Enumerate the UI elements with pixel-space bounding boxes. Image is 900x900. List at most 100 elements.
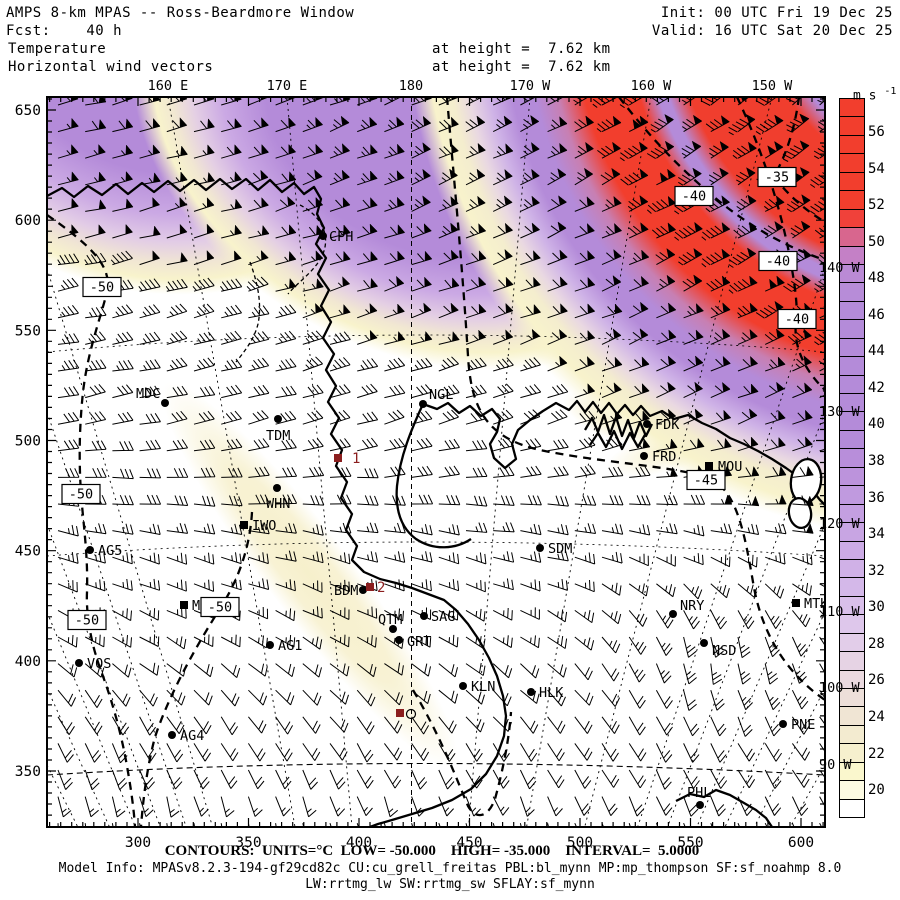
station-label: SDM <box>548 541 572 557</box>
field-2-name: Horizontal wind vectors <box>8 59 214 75</box>
station-dot <box>359 586 367 594</box>
colorbar-cell <box>840 319 864 338</box>
station-label: CPH <box>329 229 353 245</box>
waypoint-markers: 12 <box>334 451 404 717</box>
colorbar-cell <box>840 540 864 559</box>
field-2-height: at height = 7.62 km <box>432 59 611 75</box>
waypoint-label: 1 <box>352 451 360 467</box>
station-dot <box>266 641 274 649</box>
x-tick-label: 550 <box>677 835 703 851</box>
colorbar-tick-label: 40 <box>868 416 885 432</box>
x-tick-label: 600 <box>788 835 814 851</box>
station-dot <box>536 544 544 552</box>
top-longitude-label: 170 W <box>510 78 552 94</box>
colorbar-tick-label: 26 <box>868 672 885 688</box>
colorbar-tick-label: 48 <box>868 270 885 286</box>
wind-barbs <box>57 97 825 827</box>
station-dot <box>527 688 535 696</box>
station-open-circle <box>405 708 417 720</box>
station-dot <box>669 610 677 618</box>
station-dot <box>459 682 467 690</box>
colorbar-cell <box>840 724 864 744</box>
waypoint-dot <box>396 709 404 717</box>
station-dot <box>419 400 427 408</box>
station-label: BDM <box>334 583 358 599</box>
right-longitude-label: 90 W <box>819 757 852 773</box>
svg-text:-50: -50 <box>75 613 99 629</box>
svg-text:-50: -50 <box>69 487 93 503</box>
x-tick-label: 350 <box>235 835 261 851</box>
station-dot <box>274 415 282 423</box>
station-dot <box>705 462 713 470</box>
station-label: VQS <box>87 656 111 672</box>
right-longitude-label: 120 W <box>819 516 861 532</box>
station-dot <box>168 731 176 739</box>
right-longitude-label: 110 W <box>819 604 861 620</box>
colorbar-cell <box>840 227 864 246</box>
station-dot <box>420 612 428 620</box>
colorbar-cell <box>840 706 864 725</box>
coastlines <box>47 177 825 827</box>
colorbar-cell <box>840 411 864 430</box>
station-label: FRD <box>652 449 676 465</box>
colorbar-cell <box>840 393 864 412</box>
station-label: NRY <box>680 598 704 614</box>
station-dot <box>779 720 787 728</box>
svg-text:-40: -40 <box>766 254 790 270</box>
colorbar-cell <box>840 116 864 135</box>
colorbar-cell <box>840 282 864 301</box>
colorbar-cell <box>840 632 864 652</box>
colorbar-tick-label: 50 <box>868 234 885 250</box>
svg-text:-35: -35 <box>765 170 789 186</box>
model-info-line2: LW:rrtmg_lw SW:rrtmg_sw SFLAY:sf_mynn <box>305 877 595 892</box>
island <box>787 496 813 530</box>
colorbar-cell <box>840 448 864 467</box>
colorbar-cell <box>840 798 864 818</box>
colorbar-cell <box>840 558 864 578</box>
colorbar-cell <box>840 99 864 117</box>
colorbar-cell <box>840 171 864 191</box>
right-longitude-label: 140 W <box>819 260 861 276</box>
colorbar-cell <box>840 614 864 633</box>
plot-title: AMPS 8-km MPAS -- Ross-Beardmore Window <box>6 5 355 21</box>
colorbar-cell <box>840 466 864 486</box>
station-label: NSD <box>712 643 736 659</box>
colorbar-tick-label: 36 <box>868 490 885 506</box>
waypoint-label: 2 <box>377 580 385 596</box>
colorbar-cell <box>840 263 864 283</box>
contour-labels: -50 -50 -50 -50 -45 -40 -40 -40 -35 <box>61 166 817 631</box>
station-dot <box>86 546 94 554</box>
station-label: AG4 <box>180 728 204 744</box>
svg-text:-40: -40 <box>682 189 706 205</box>
station-dot <box>389 625 397 633</box>
station-label: SAG <box>431 609 455 625</box>
colorbar-cell <box>840 134 864 154</box>
colorbar-cell <box>840 208 864 228</box>
station-dot <box>640 452 648 460</box>
station-label: KLN <box>471 679 495 695</box>
station-dot <box>319 232 327 240</box>
y-tick-label: 450 <box>15 544 41 560</box>
colorbar-tick-label: 52 <box>868 197 885 213</box>
colorbar-tick-label: 20 <box>868 782 885 798</box>
y-tick-label: 650 <box>15 103 41 119</box>
station-label: PNE <box>791 717 815 733</box>
colorbar-cell <box>840 485 864 504</box>
top-longitude-label: 160 W <box>631 78 673 94</box>
station-label: WHN <box>266 496 290 512</box>
station-dot <box>180 601 188 609</box>
colorbar-tick-label: 30 <box>868 599 885 615</box>
colorbar-cell <box>840 761 864 781</box>
y-tick-label: 400 <box>15 654 41 670</box>
station-dot <box>75 659 83 667</box>
map-frame-and-ticks <box>46 96 826 828</box>
station-label: GRT <box>407 634 431 650</box>
station-dot <box>161 399 169 407</box>
station-dot <box>240 521 248 529</box>
y-tick-label: 350 <box>15 764 41 780</box>
station-label: IWO <box>252 518 276 534</box>
waypoint-dot <box>366 583 374 591</box>
colorbar-cell <box>840 522 864 541</box>
svg-text:-45: -45 <box>694 473 718 489</box>
